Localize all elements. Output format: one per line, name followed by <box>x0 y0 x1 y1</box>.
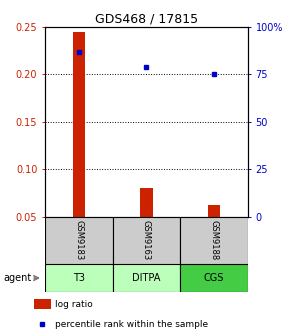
Text: CGS: CGS <box>204 273 224 283</box>
Text: log ratio: log ratio <box>55 300 92 308</box>
Bar <box>180 217 248 264</box>
Bar <box>113 264 180 292</box>
Bar <box>180 264 248 292</box>
Text: GSM9188: GSM9188 <box>210 220 219 260</box>
Bar <box>208 205 220 217</box>
Text: GSM9163: GSM9163 <box>142 220 151 260</box>
Text: T3: T3 <box>73 273 85 283</box>
Title: GDS468 / 17815: GDS468 / 17815 <box>95 13 198 26</box>
Bar <box>73 32 85 217</box>
Bar <box>45 264 113 292</box>
Bar <box>140 188 153 217</box>
Text: agent: agent <box>3 273 31 283</box>
Bar <box>45 217 113 264</box>
Bar <box>113 217 180 264</box>
Text: GSM9183: GSM9183 <box>74 220 83 260</box>
Bar <box>34 299 51 309</box>
Text: DITPA: DITPA <box>132 273 161 283</box>
Text: percentile rank within the sample: percentile rank within the sample <box>55 320 208 329</box>
